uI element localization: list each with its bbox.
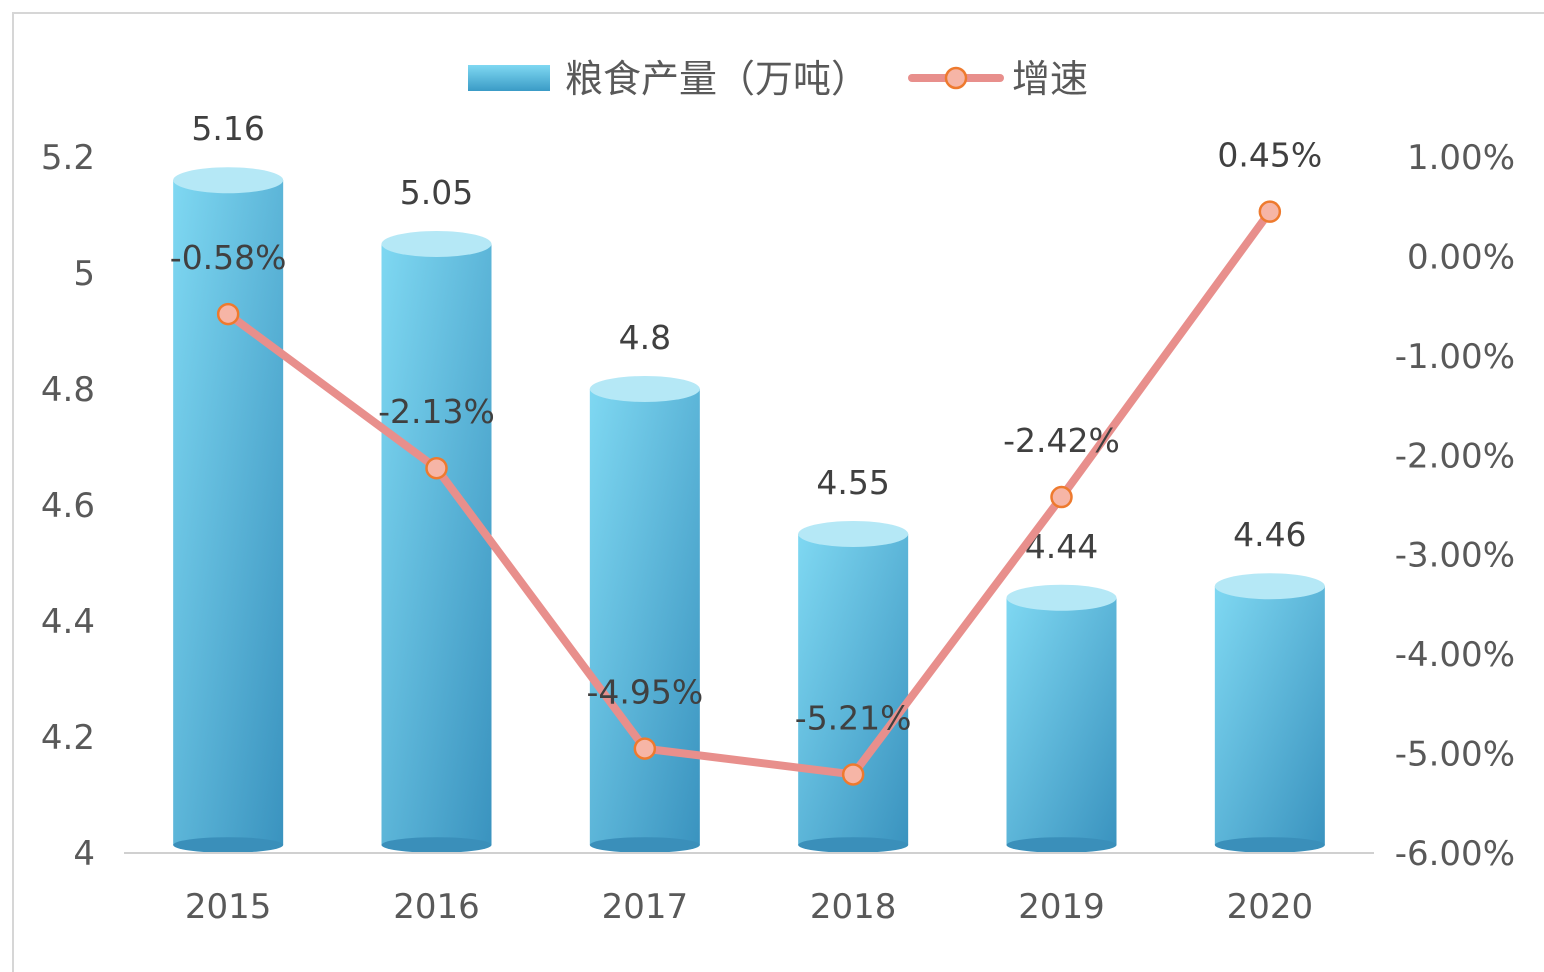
legend-label-growth: 增速: [1012, 57, 1088, 101]
right-tick-label: -4.00%: [1395, 635, 1515, 675]
bar-value-label: 4.46: [1233, 515, 1306, 554]
bar-value-label: 5.16: [191, 109, 264, 148]
growth-value-label: -2.13%: [378, 392, 495, 431]
bar-top-cap: [589, 376, 700, 402]
left-tick-label: 4: [73, 834, 95, 874]
growth-value-label: -0.58%: [170, 238, 287, 277]
bar-bottom-cap: [173, 837, 284, 853]
bar-bottom-cap: [798, 837, 909, 853]
bar-body: [589, 389, 700, 845]
growth-marker: [1258, 200, 1282, 223]
bar-value-label: 4.55: [816, 463, 889, 502]
bar-top-cap: [798, 521, 909, 547]
bar-top-cap: [173, 167, 284, 194]
bar: [798, 521, 909, 853]
left-tick-label: 4.2: [41, 718, 95, 758]
growth-data-labels: -0.58% -2.13% -4.95% -5.21% -2.42% 0.45%: [170, 136, 1322, 738]
x-tick-label: 2020: [1227, 887, 1314, 927]
bar-series: [173, 167, 1325, 853]
bar-top-cap: [381, 231, 492, 257]
right-tick-label: -6.00%: [1395, 834, 1515, 874]
growth-marker: [216, 302, 240, 326]
x-tick-label: 2015: [185, 887, 272, 927]
right-tick-label: -5.00%: [1395, 735, 1515, 775]
legend-label-production: 粮食产量（万吨）: [565, 57, 869, 101]
growth-line-series: [216, 200, 1282, 786]
growth-marker: [1050, 485, 1073, 509]
growth-marker: [841, 763, 865, 786]
x-tick-label: 2016: [393, 887, 480, 927]
bar: [1214, 573, 1325, 853]
left-tick-label: 5: [73, 254, 95, 294]
bar-bottom-cap: [1006, 837, 1117, 853]
right-axis-ticks: -6.00% -5.00% -4.00% -3.00% -2.00% -1.00% 0.00…: [1395, 138, 1515, 874]
bar: [589, 376, 700, 853]
bar-body: [798, 534, 909, 845]
bar-body: [173, 180, 284, 845]
growth-value-label: -5.21%: [795, 698, 912, 737]
bar: [1006, 584, 1117, 853]
chart-frame: [12, 12, 1544, 972]
growth-line: [224, 207, 1274, 779]
right-tick-label: 0.00%: [1407, 237, 1515, 277]
bar-body: [381, 244, 492, 845]
x-tick-label: 2019: [1018, 887, 1105, 927]
bar-value-label: 5.05: [400, 173, 473, 212]
growth-marker: [425, 456, 448, 480]
bar: [381, 231, 492, 853]
x-tick-label: 2017: [602, 887, 689, 927]
right-tick-label: -3.00%: [1395, 536, 1515, 576]
bar-bottom-cap: [1214, 837, 1325, 853]
right-tick-label: 1.00%: [1407, 138, 1515, 178]
bar-body: [1006, 597, 1117, 845]
x-axis-ticks: 2015 2016 2017 2018 2019 2020: [185, 887, 1313, 927]
x-tick-label: 2018: [810, 887, 897, 927]
legend-swatch-bar: [468, 65, 550, 91]
bar-bottom-cap: [589, 837, 700, 853]
growth-marker: [633, 737, 657, 760]
bar: [173, 167, 284, 853]
left-tick-label: 5.2: [41, 138, 95, 178]
bar-bottom-cap: [381, 837, 492, 853]
growth-value-label: 0.45%: [1217, 136, 1322, 175]
bar-top-cap: [1006, 584, 1117, 611]
right-tick-label: -1.00%: [1395, 337, 1515, 377]
right-tick-label: -2.00%: [1395, 436, 1515, 476]
bar-body: [1214, 586, 1325, 845]
growth-value-label: -4.95%: [586, 673, 703, 712]
bar-value-label: 4.8: [619, 318, 671, 357]
bar-data-labels: 5.165.054.84.554.44 4.46: [191, 109, 1306, 566]
legend-swatch-marker: [944, 66, 968, 90]
left-tick-label: 4.6: [41, 486, 95, 526]
bar-top-cap: [1214, 573, 1325, 600]
growth-value-label: -2.42%: [1003, 421, 1120, 460]
left-tick-label: 4.4: [41, 602, 95, 642]
left-axis-ticks: 4 4.2 4.4 4.6 4.8 5 5.2: [41, 138, 95, 874]
legend: 粮食产量（万吨） 增速: [468, 57, 1088, 101]
left-tick-label: 4.8: [41, 370, 95, 410]
